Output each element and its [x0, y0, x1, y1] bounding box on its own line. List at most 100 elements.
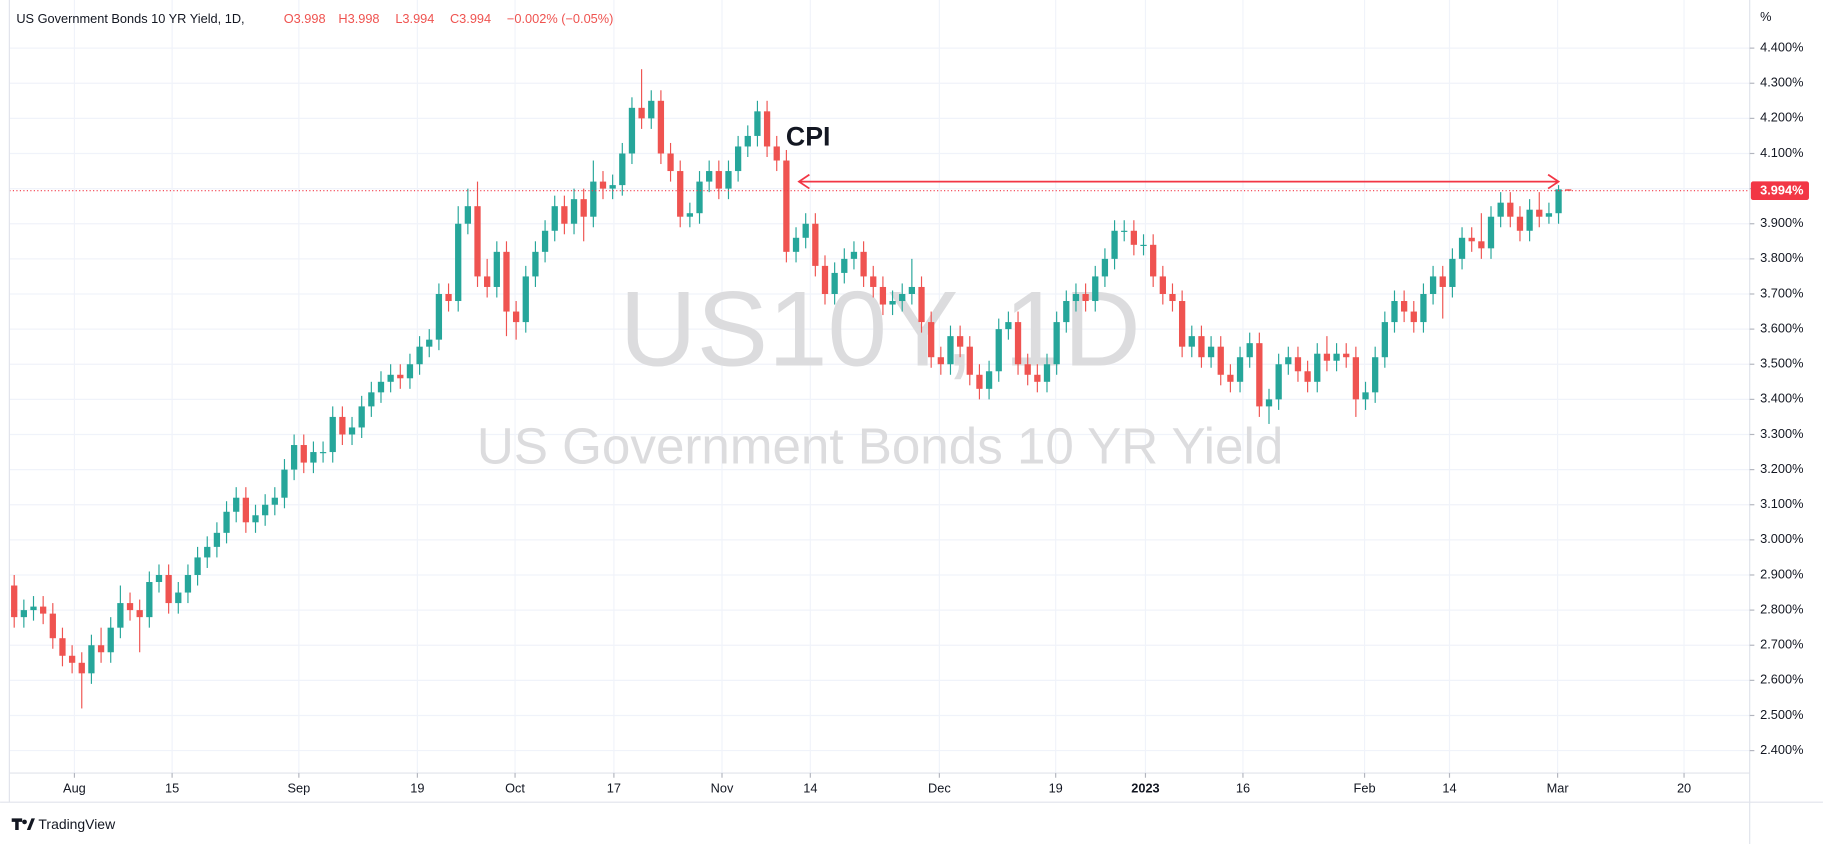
candle-body: [1362, 392, 1369, 400]
candle-body: [870, 276, 877, 287]
candle-body: [1121, 230, 1128, 232]
candle-body: [493, 251, 500, 287]
candle-body: [1111, 230, 1118, 259]
candle-body: [1236, 357, 1244, 382]
symbol-title: US Government Bonds 10 YR Yield, 1D,: [16, 11, 244, 26]
candle-body: [377, 381, 385, 393]
candle-body: [1487, 216, 1495, 249]
candle-body: [435, 293, 443, 340]
y-tick-label: 2.900%: [1760, 566, 1803, 581]
candle-body: [928, 322, 935, 358]
plot: [9, 69, 1750, 709]
candle-body: [1140, 244, 1147, 246]
candle-body: [522, 276, 529, 323]
ohlc-close: C3.994: [450, 11, 491, 26]
candle-body: [541, 230, 549, 252]
y-tick-label: 3.500%: [1760, 356, 1803, 371]
annotation: CPI: [786, 121, 831, 151]
candle-body: [792, 237, 800, 252]
candle-body: [850, 251, 858, 259]
candle-body: [773, 146, 780, 161]
x-tick-label: Oct: [505, 781, 525, 796]
candle-body: [223, 511, 230, 533]
x-tick-label: 14: [803, 781, 817, 796]
candle-body: [628, 107, 636, 154]
candle-body: [175, 592, 182, 604]
candle-body: [300, 445, 307, 463]
candle-body: [1275, 364, 1282, 400]
grid: [9, 0, 1750, 774]
candle-body: [744, 135, 751, 147]
candle-body: [165, 574, 172, 604]
y-tick-label: 3.800%: [1760, 250, 1803, 265]
y-tick-label: 3.300%: [1760, 426, 1803, 441]
y-tick-label: 3.200%: [1760, 461, 1803, 476]
candle-body: [609, 185, 616, 189]
candle-body: [1178, 301, 1186, 347]
candle-body: [49, 613, 56, 639]
brand-logo[interactable]: TradingView: [11, 816, 116, 832]
candle-body: [233, 497, 240, 512]
candle-body: [252, 515, 259, 523]
y-tick-label: 3.100%: [1760, 496, 1803, 511]
candle-body: [1072, 293, 1080, 302]
ohlc-low: L3.994: [395, 11, 434, 26]
candle-body: [1246, 343, 1253, 358]
candle-body: [1381, 322, 1388, 358]
y-tick-label: 4.200%: [1760, 110, 1803, 125]
y-tick-label: 2.500%: [1760, 707, 1803, 722]
candle-body: [1265, 399, 1273, 407]
candle-body: [271, 497, 278, 505]
candle-body: [1468, 237, 1475, 242]
candle-body: [1478, 241, 1485, 249]
candle-body: [1555, 189, 1562, 214]
x-tick-label: 19: [1049, 781, 1063, 796]
candle-body: [947, 336, 954, 365]
x-tick-label: Nov: [711, 781, 734, 796]
candle-body: [802, 223, 809, 238]
candle-body: [1227, 374, 1234, 382]
last-price-label: 3.994%: [1760, 183, 1804, 198]
y-tick-label: 4.400%: [1760, 39, 1803, 54]
x-tick-label: 15: [165, 781, 179, 796]
candle-body: [512, 311, 520, 323]
y-tick-label: 3.700%: [1760, 285, 1803, 300]
candle-body: [474, 206, 481, 277]
candle-body: [1014, 322, 1022, 365]
candle-body: [1516, 216, 1524, 231]
candle-body: [899, 293, 906, 302]
candle-body: [812, 223, 819, 266]
candle-body: [1285, 357, 1292, 365]
candle-body: [1449, 258, 1456, 287]
watermark-description: US Government Bonds 10 YR Yield: [477, 417, 1283, 474]
candle-body: [1536, 209, 1543, 217]
candle-body: [1343, 353, 1350, 358]
watermark-symbol: US10Y, 1D: [620, 268, 1141, 388]
candle-body: [1410, 311, 1417, 323]
candle-body: [619, 153, 626, 186]
y-tick-label: 3.900%: [1760, 215, 1803, 230]
candle-body: [532, 251, 539, 277]
candle-body: [1188, 336, 1195, 347]
candle-body: [1507, 202, 1514, 217]
candle-body: [242, 497, 249, 523]
brand-name[interactable]: TradingView: [38, 816, 116, 832]
candle-body: [78, 662, 85, 674]
candle-body: [1526, 209, 1533, 231]
y-tick-label: 2.800%: [1760, 601, 1803, 616]
candle-body: [194, 557, 201, 575]
candle-body: [319, 452, 327, 454]
candle-body: [1198, 336, 1205, 358]
candle-body: [146, 582, 153, 618]
candle-body: [97, 645, 105, 653]
candle-body: [368, 392, 375, 407]
candle-body: [725, 171, 732, 189]
candle-body: [908, 286, 916, 294]
candle-body: [1323, 353, 1331, 361]
x-tick-label: 2023: [1131, 781, 1159, 796]
y-tick-label: 4.300%: [1760, 75, 1803, 90]
candle-body: [1458, 237, 1466, 259]
candle-body: [985, 371, 993, 389]
y-tick-label: 3.600%: [1760, 320, 1803, 335]
